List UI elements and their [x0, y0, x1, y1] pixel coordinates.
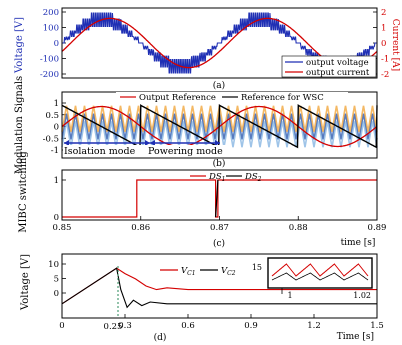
d-x-tick-label: 0.3: [118, 321, 132, 331]
legend-ds1: DS1: [208, 172, 225, 183]
c-x-tick-label: 0.85: [53, 223, 72, 233]
c-x-tick-label: 0.87: [210, 223, 229, 233]
a-yr-tick-label: 2: [381, 8, 386, 18]
panel-c: MIBC switching 10 0.85 0.86 0.87 0.88 0.89 D…: [18, 151, 386, 249]
vc1-line: [61, 267, 377, 305]
panel-c-yticks: 10: [54, 176, 66, 223]
a-y-tick-label: 200: [43, 8, 59, 18]
panel-d-yticks: 10 5 0: [48, 260, 66, 299]
panel-b: Modulation Signals 1 0.5 0-0.5 -1 Output Re…: [14, 76, 378, 174]
c-x-tick-label: 0.89: [368, 223, 387, 233]
b-y-tick-label: 0: [54, 123, 59, 133]
inset-vc1-line: [271, 263, 369, 277]
legend-vc2: VC2: [221, 266, 236, 277]
c-y-tick-label: 0: [54, 213, 59, 223]
a-yr-tick-label: 1: [381, 24, 386, 34]
b-y-tick-label: 1: [54, 99, 59, 109]
panel-b-legend: Output Reference Reference for WSC: [116, 92, 348, 103]
panel-d-ylabel: Voltage [V]: [20, 254, 31, 311]
d-x-tick-label: 1.2: [307, 321, 321, 331]
a-yr-tick-label: -2: [381, 70, 389, 80]
b-y-tick-label: -0.5: [43, 134, 59, 144]
panel-c-label: (c): [213, 238, 225, 249]
panel-d-legend: VC1 VC2: [160, 266, 236, 277]
panel-d-xlabel: Time [s]: [337, 332, 374, 342]
c-x-tick-label: 0.86: [131, 223, 150, 233]
panel-a-label: (a): [213, 80, 225, 91]
panel-d-xticks: 0 0.3 0.6 0.9 1.2 1.5: [59, 314, 384, 331]
a-yr-tick-label: 0: [381, 39, 386, 49]
ds2-signal-line: [214, 179, 219, 218]
panel-b-label: (b): [213, 158, 226, 169]
inset-xtick: 1: [287, 291, 292, 300]
powering-mode-label: Powering mode: [148, 146, 223, 157]
panel-d-frame: [61, 253, 378, 319]
panel-a-frame: [61, 7, 378, 79]
d-x-tick-label: 0: [59, 321, 64, 331]
a-y-tick-label: 100: [43, 24, 59, 34]
d-y-tick-label: 0: [54, 289, 59, 299]
panel-d: Voltage [V] 10 5 0 0 0.3 0.6 0.9 1.2 1.5 VC1 VC…: [20, 253, 384, 343]
a-y-tick-label: 0: [54, 39, 59, 49]
inset-xtick-end: 1.02: [353, 291, 371, 300]
panel-a-legend: output voltage output current: [281, 55, 377, 78]
a-y-tick-label: -200: [40, 70, 59, 80]
d-y-tick-label: 5: [54, 275, 59, 285]
legend-output-voltage: output voltage: [306, 58, 369, 68]
legend-wsc-reference: Reference for WSC: [241, 93, 324, 103]
panel-c-frame: [61, 169, 378, 221]
a-yr-tick-label: -1: [381, 55, 389, 65]
panel-c-legend: DS1 DS2: [190, 172, 262, 183]
a-y-tick-label: -100: [40, 55, 59, 65]
mode-annotations: Isolation mode Powering mode: [63, 140, 231, 157]
panel-d-label: (d): [154, 332, 167, 343]
panel-a-right-ylabel: Current [A]: [390, 19, 400, 71]
b-y-tick-label: 0.5: [45, 111, 59, 121]
d-x-tick-label: 0.6: [181, 321, 195, 331]
panel-a: Voltage [V] 200 100 0 -100 -200 2 1 0 -1 -2 Curr…: [14, 7, 400, 91]
legend-output-current: output current: [306, 68, 370, 78]
vc2-line: [61, 267, 377, 309]
d-x-tick-label: 1.5: [370, 321, 384, 331]
panel-d-inset: 15 1 1.02: [252, 257, 373, 300]
isolation-mode-label: Isolation mode: [64, 146, 136, 157]
d-x-tick-label: 0.9: [244, 321, 258, 331]
c-x-tick-label: 0.88: [289, 223, 308, 233]
panel-c-ylabel: MIBC switching: [18, 151, 29, 233]
c-y-tick-label: 1: [54, 176, 59, 186]
wsc-reference-line: [61, 103, 378, 149]
ds1-signal-line: [62, 179, 377, 218]
panel-a-yticks: 200 100 0 -100 -200: [40, 8, 66, 80]
legend-ds2: DS2: [244, 172, 262, 183]
inset-ytick: 15: [252, 263, 262, 272]
panel-b-ylabel: Modulation Signals: [14, 76, 25, 174]
d-y-tick-label: 10: [48, 260, 59, 270]
legend-vc1: VC1: [181, 266, 196, 277]
b-y-tick-label: -1: [51, 146, 59, 156]
panel-d-extra-tick: 0.25: [104, 322, 123, 332]
inset-vc2-line: [271, 272, 369, 281]
panel-c-xticks: 0.85 0.86 0.87 0.88 0.89: [53, 216, 387, 233]
legend-output-reference: Output Reference: [139, 93, 216, 103]
panel-c-xlabel: time [s]: [341, 238, 376, 248]
panel-a-ylabel: Voltage [V]: [14, 17, 25, 74]
